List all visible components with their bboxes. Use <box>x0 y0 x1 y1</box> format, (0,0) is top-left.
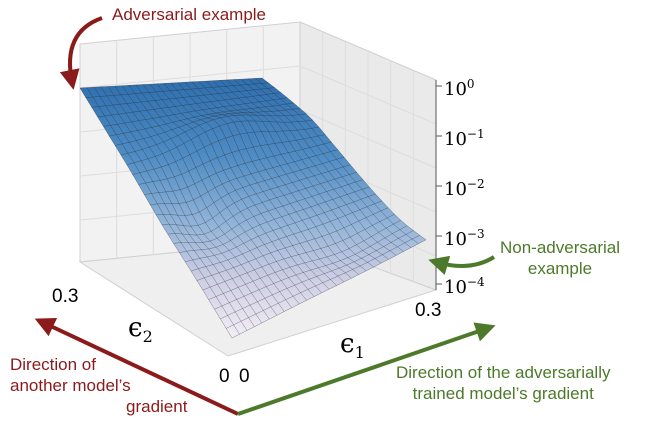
pane-grid-line <box>79 65 301 89</box>
mesh-line <box>79 87 233 339</box>
z-tick-exponent: 0 <box>466 77 475 91</box>
other-model-line1: Direction of <box>10 355 96 374</box>
eps2-symbol: ϵ <box>128 313 143 343</box>
surface-fill <box>80 78 426 338</box>
mesh-line <box>107 86 263 324</box>
z-tick-base: 10 <box>444 79 467 100</box>
z-tick-base: 10 <box>444 129 467 150</box>
adv-trained-direction-label: Direction of the adversarially trained m… <box>396 362 610 404</box>
mesh-line <box>233 79 397 256</box>
mesh-line <box>191 81 352 279</box>
other-model-gradient-arrow <box>34 318 239 416</box>
z-tick-base: 10 <box>444 179 467 200</box>
mesh-line <box>128 85 285 312</box>
non-adversarial-example-label: Non-adversarial example <box>500 237 620 279</box>
mesh-line <box>86 87 240 335</box>
mesh-line <box>142 84 300 305</box>
adv-trained-line1: Direction of the adversarially <box>396 363 611 382</box>
mesh-line <box>261 77 427 241</box>
z-tick-label: 10−2 <box>444 174 485 200</box>
z-tick-label: 100 <box>444 74 475 100</box>
mesh-line <box>100 86 255 327</box>
mesh-line <box>212 80 374 268</box>
non-adversarial-example-arrow <box>428 255 496 275</box>
eps1-symbol: ϵ <box>340 329 355 359</box>
mesh-line <box>184 82 345 283</box>
z-tick-exponent: −1 <box>466 127 485 141</box>
mesh-line <box>240 79 404 252</box>
adversarial-example-arrow <box>59 16 103 90</box>
mesh-line <box>163 83 322 294</box>
z-tick-exponent: −3 <box>466 227 485 241</box>
eps1-tick-max: 0.3 <box>415 300 442 321</box>
other-model-line2: another model’s <box>10 376 131 395</box>
eps2-axis-label: ϵ2 <box>128 315 153 347</box>
mesh-line <box>219 80 382 264</box>
z-tick-exponent: −2 <box>466 177 485 191</box>
non-adversarial-line2: example <box>527 259 593 278</box>
loss-surface <box>79 77 427 339</box>
mesh-line <box>156 83 315 297</box>
eps2-subscript: 2 <box>142 327 153 347</box>
mesh-line <box>114 85 270 320</box>
eps1-axis-label: ϵ1 <box>340 331 365 363</box>
mesh-line <box>93 87 248 331</box>
mesh-line <box>121 85 278 316</box>
z-tick-label: 10−3 <box>444 224 485 250</box>
mesh-line <box>170 82 330 290</box>
eps2-tick-max: 0.3 <box>52 286 79 307</box>
z-tick-label: 10−1 <box>444 124 485 150</box>
pane-grid-line <box>299 65 437 125</box>
mesh-line <box>226 79 389 260</box>
mesh-line <box>198 81 359 275</box>
adv-trained-line2: trained model’s gradient <box>412 384 594 403</box>
mesh-line <box>205 80 367 271</box>
mesh-line <box>247 78 412 248</box>
eps1-tick-min: 0 <box>239 366 250 387</box>
z-tick-exponent: −4 <box>466 275 485 289</box>
other-model-line3: gradient <box>126 397 188 416</box>
z-tick-label: 10−4 <box>444 272 485 298</box>
z-tick-base: 10 <box>444 229 467 250</box>
mesh-line <box>254 78 419 244</box>
other-model-direction-label: Direction of another model’s gradient <box>10 354 187 417</box>
z-axis-ticks <box>436 85 442 285</box>
mesh-line <box>177 82 337 286</box>
z-tick-base: 10 <box>444 277 467 298</box>
eps2-tick-min: 0 <box>219 366 230 387</box>
adversarial-example-label: Adversarial example <box>112 5 267 24</box>
adv-trained-gradient-arrow <box>237 322 496 416</box>
pane-grid-line <box>299 109 437 169</box>
non-adversarial-line1: Non-adversarial <box>500 238 620 257</box>
mesh-line <box>149 84 307 301</box>
mesh-line <box>135 84 292 308</box>
eps1-subscript: 1 <box>354 343 365 363</box>
